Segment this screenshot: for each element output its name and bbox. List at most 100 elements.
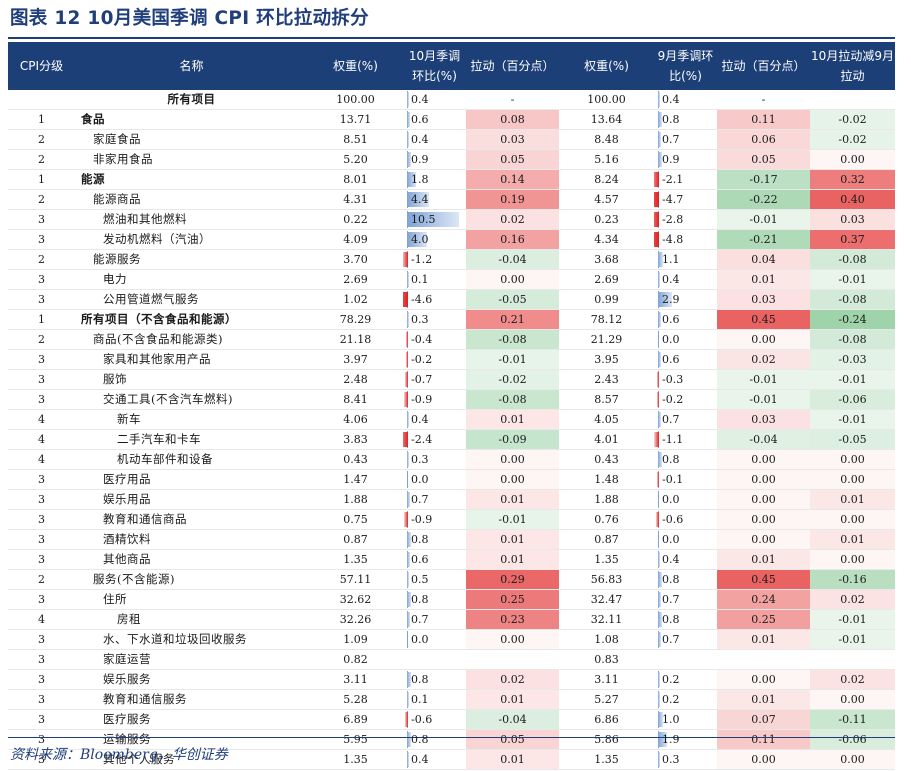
item-name: 所有项目 [75, 90, 308, 110]
m10-bar [407, 572, 410, 587]
table-row: 3 教育和通信服务 5.28 0.1 0.01 5.27 0.2 0.01 0.00 [8, 689, 895, 710]
cpi-level: 3 [8, 709, 75, 730]
contrib-diff: 0.00 [810, 549, 895, 570]
cpi-level: 3 [8, 629, 75, 650]
contrib-sep: 0.00 [717, 529, 810, 550]
m9-bar-cell: 0.4 [654, 549, 717, 570]
contrib-oct: -0.05 [466, 289, 559, 310]
m10-bar-axis [407, 631, 408, 648]
weight-sep: 13.64 [559, 109, 654, 130]
cpi-level: 2 [8, 569, 75, 590]
m9-bar-cell: -2.1 [654, 169, 717, 190]
m9-value: 0.4 [662, 93, 680, 106]
contrib-diff: 0.00 [810, 149, 895, 170]
contrib-oct: 0.19 [466, 189, 559, 210]
cpi-level: 2 [8, 249, 75, 270]
contrib-sep: 0.00 [717, 469, 810, 490]
contrib-diff: -0.03 [810, 349, 895, 370]
m9-bar-cell: 0.7 [654, 409, 717, 430]
contrib-oct: -0.01 [466, 509, 559, 530]
weight-oct: 1.35 [308, 749, 403, 770]
weight-sep: 5.86 [559, 729, 654, 750]
weight-sep: 3.11 [559, 669, 654, 690]
m10-value: 0.7 [411, 493, 429, 506]
m9-bar-cell: 0.8 [654, 569, 717, 590]
m9-bar [654, 432, 659, 447]
contrib-oct: 0.08 [466, 109, 559, 130]
cpi-level: 4 [8, 609, 75, 630]
m10-bar [407, 752, 409, 767]
m10-value: 0.7 [411, 613, 429, 626]
m10-bar [406, 332, 408, 347]
weight-oct: 0.82 [308, 649, 403, 670]
m10-bar [407, 612, 411, 627]
cpi-level: 3 [8, 729, 75, 750]
cpi-level: 3 [8, 209, 75, 230]
m10-bar-cell: 0.8 [403, 529, 466, 550]
contrib-diff: 0.02 [810, 669, 895, 690]
item-name: 燃油和其他燃料 [75, 209, 308, 230]
header-name: 名称 [75, 42, 308, 90]
m10-bar [407, 732, 411, 747]
table-row: 4 房租 32.26 0.7 0.23 32.11 0.8 0.25 -0.01 [8, 609, 895, 630]
contrib-oct: 0.00 [466, 269, 559, 290]
cpi-level: 3 [8, 349, 75, 370]
item-name: 食品 [75, 109, 308, 130]
m10-bar-cell: 0.1 [403, 689, 466, 710]
m9-bar [658, 252, 664, 267]
m10-bar [407, 312, 409, 327]
table-row: 2 家庭食品 8.51 0.4 0.03 8.48 0.7 0.06 -0.02 [8, 129, 895, 150]
header-level: CPI分级 [8, 42, 75, 90]
m9-bar-cell: 0.0 [654, 529, 717, 550]
table-row: 2 服务(不含能源) 57.11 0.5 0.29 56.83 0.8 0.45 -0.16 [8, 569, 895, 590]
m9-bar-cell: -0.2 [654, 389, 717, 410]
contrib-oct: - [466, 90, 559, 110]
table-row: 3 医疗服务 6.89 -0.6 -0.04 6.86 1.0 0.07 -0.11 [8, 709, 895, 730]
contrib-oct: 0.01 [466, 749, 559, 770]
m9-bar-cell: 1.1 [654, 249, 717, 270]
m10-bar [403, 392, 408, 407]
contrib-sep: 0.02 [717, 349, 810, 370]
contrib-oct: 0.00 [466, 469, 559, 490]
table-row: 4 机动车部件和设备 0.43 0.3 0.00 0.43 0.8 0.00 0.00 [8, 449, 895, 470]
contrib-sep: 0.00 [717, 669, 810, 690]
m9-value: 0.8 [662, 453, 680, 466]
m10-value: 0.0 [411, 473, 429, 486]
contrib-oct: 0.01 [466, 549, 559, 570]
m10-value: -0.9 [411, 393, 433, 406]
m9-value: 0.3 [662, 753, 680, 766]
item-name: 房租 [75, 609, 308, 630]
contrib-sep: 0.01 [717, 549, 810, 570]
m10-value: 4.4 [411, 193, 429, 206]
weight-oct: 1.47 [308, 469, 403, 490]
table-row: 3 交通工具(不含汽车燃料) 8.41 -0.9 -0.08 8.57 -0.2 -0.01-… [8, 389, 895, 410]
m9-bar [658, 612, 662, 627]
m10-bar-cell: 4.0 [403, 229, 466, 250]
m9-bar-cell: -2.8 [654, 209, 717, 230]
m10-value: -1.2 [411, 253, 433, 266]
m10-value: 0.1 [411, 273, 429, 286]
weight-sep: 4.05 [559, 409, 654, 430]
cpi-level: 4 [8, 449, 75, 470]
item-name: 其他商品 [75, 549, 308, 570]
cpi-level: 3 [8, 669, 75, 690]
table-row: 1 能源 8.01 1.8 0.14 8.24 -2.1 -0.17 0.32 [8, 169, 895, 190]
contrib-oct: 0.23 [466, 609, 559, 630]
m10-bar [407, 92, 409, 107]
weight-sep: 0.83 [559, 649, 654, 670]
contrib-sep: 0.11 [717, 109, 810, 130]
m9-value: 1.9 [662, 733, 680, 746]
m10-bar-cell: 0.0 [403, 469, 466, 490]
m9-bar [658, 672, 660, 687]
weight-oct: 3.83 [308, 429, 403, 450]
m10-bar [407, 272, 409, 287]
weight-oct: 3.70 [308, 249, 403, 270]
item-name: 服饰 [75, 369, 308, 390]
contrib-sep: -0.01 [717, 209, 810, 230]
table-row: 3 运输服务 5.95 0.8 0.05 5.86 1.9 0.11 -0.06 [8, 729, 895, 750]
contrib-diff: 0.01 [810, 529, 895, 550]
m10-value: 0.6 [411, 553, 429, 566]
table-row: 3 水、下水道和垃圾回收服务 1.09 0.0 0.00 1.08 0.7 0.01 -0.01 [8, 629, 895, 650]
m9-value: 0.7 [662, 593, 680, 606]
weight-sep: 5.27 [559, 689, 654, 710]
